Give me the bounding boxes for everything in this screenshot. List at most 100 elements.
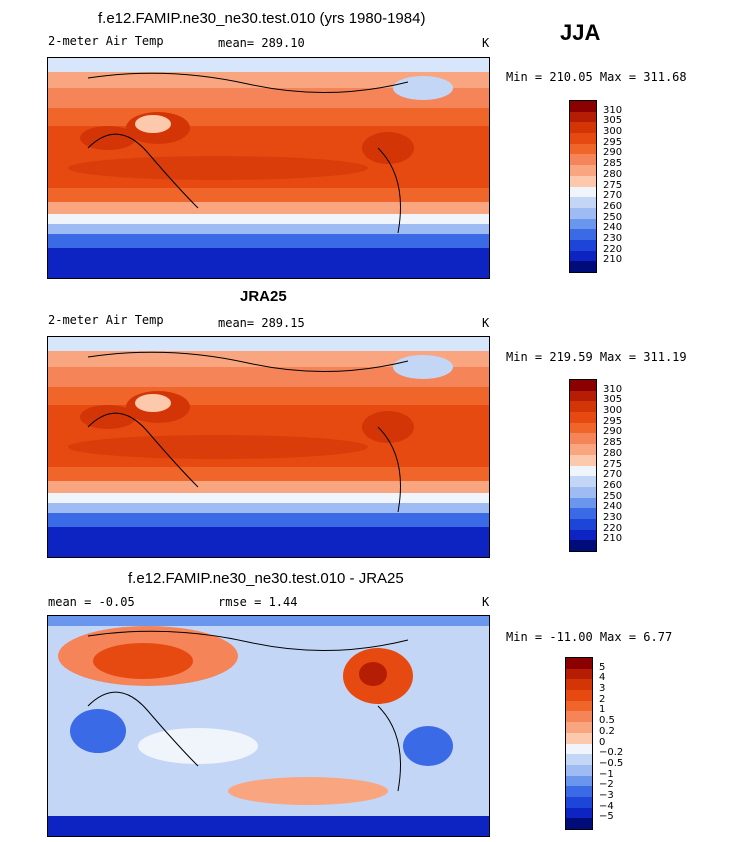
panel3-field: [48, 616, 489, 836]
colorbar-swatch: [566, 818, 592, 830]
panel3-minmax-label: Min = -11.00 Max = 6.77: [506, 630, 673, 644]
colorbar-tick-label: 2: [599, 693, 606, 705]
panel2-variable-label: 2-meter Air Temp: [48, 313, 164, 327]
colorbar-swatch: [570, 508, 596, 520]
colorbar-tick-label: 295: [603, 136, 623, 148]
colorbar-swatch: [570, 529, 596, 541]
panel1-minmax-label: Min = 210.05 Max = 311.68: [506, 70, 687, 84]
colorbar-tick-label: 290: [603, 426, 623, 438]
colorbar-swatch: [566, 668, 592, 680]
colorbar-swatch: [566, 754, 592, 766]
colorbar-tick-label: 305: [603, 394, 623, 406]
colorbar-tick-label: 220: [603, 243, 623, 255]
colorbar-swatch: [566, 786, 592, 798]
colorbar-swatch: [570, 380, 596, 391]
panel2-minmax-label: Min = 219.59 Max = 311.19: [506, 350, 687, 364]
colorbar-tick-label: 0.2: [599, 725, 615, 737]
colorbar-tick-label: 310: [603, 383, 623, 395]
colorbar-swatch: [570, 239, 596, 251]
colorbar-tick-label: 220: [603, 522, 623, 534]
colorbar-tick-label: 300: [603, 405, 623, 417]
colorbar-tick-label: 230: [603, 232, 623, 244]
colorbar-swatch: [570, 133, 596, 145]
colorbar-swatch: [570, 476, 596, 488]
colorbar-tick-label: 260: [603, 479, 623, 491]
colorbar-tick-label: 290: [603, 147, 623, 159]
panel1-mean-label: mean= 289.10: [218, 36, 305, 50]
colorbar-tick-label: 260: [603, 200, 623, 212]
colorbar-swatch: [570, 207, 596, 219]
colorbar-tick-label: −2: [599, 779, 614, 791]
colorbar-swatch: [570, 444, 596, 456]
colorbar-swatch: [570, 465, 596, 477]
colorbar-tick-label: 230: [603, 511, 623, 523]
colorbar-swatch: [570, 390, 596, 402]
panel3-colorbar: [565, 657, 593, 830]
colorbar-tick-label: 275: [603, 179, 623, 191]
panel1-field: [48, 58, 489, 278]
colorbar-swatch: [566, 796, 592, 808]
colorbar-tick-label: 250: [603, 211, 623, 223]
colorbar-swatch: [566, 722, 592, 734]
colorbar-tick-label: 4: [599, 672, 606, 684]
colorbar-swatch: [570, 261, 596, 273]
colorbar-swatch: [566, 743, 592, 755]
colorbar-swatch: [570, 175, 596, 187]
colorbar-swatch: [570, 122, 596, 134]
colorbar-tick-label: 300: [603, 126, 623, 138]
colorbar-tick-label: 270: [603, 190, 623, 202]
colorbar-tick-label: −3: [599, 789, 614, 801]
colorbar-swatch: [566, 711, 592, 723]
colorbar-tick-label: 210: [603, 254, 623, 266]
panel1-colorbar: [569, 100, 597, 273]
colorbar-swatch: [570, 518, 596, 530]
colorbar-tick-label: 3: [599, 683, 606, 695]
colorbar-swatch: [570, 422, 596, 434]
colorbar-swatch: [570, 401, 596, 413]
colorbar-swatch: [570, 143, 596, 155]
colorbar-swatch: [566, 690, 592, 702]
colorbar-tick-label: −0.5: [599, 757, 624, 769]
colorbar-tick-label: −4: [599, 800, 614, 812]
colorbar-tick-label: 280: [603, 168, 623, 180]
colorbar-swatch: [570, 250, 596, 262]
panel1-variable-label: 2-meter Air Temp: [48, 34, 164, 48]
panel1-units-label: K: [482, 36, 490, 50]
panel2-map: [47, 336, 490, 558]
colorbar-tick-label: −0.2: [599, 747, 624, 759]
colorbar-tick-label: 240: [603, 222, 623, 234]
colorbar-tick-label: 280: [603, 447, 623, 459]
colorbar-swatch: [570, 165, 596, 177]
colorbar-tick-label: 310: [603, 104, 623, 116]
colorbar-tick-label: 210: [603, 533, 623, 545]
colorbar-tick-label: 0.5: [599, 715, 615, 727]
panel2-title: JRA25: [240, 288, 287, 305]
colorbar-tick-label: 250: [603, 490, 623, 502]
colorbar-swatch: [566, 775, 592, 787]
colorbar-tick-label: 275: [603, 458, 623, 470]
colorbar-tick-label: 305: [603, 115, 623, 127]
panel2-units-label: K: [482, 316, 490, 330]
panel2-field: [48, 337, 489, 557]
colorbar-swatch: [570, 111, 596, 123]
panel3-map: [47, 615, 490, 837]
panel3-units-label: K: [482, 595, 490, 609]
colorbar-swatch: [570, 186, 596, 198]
colorbar-swatch: [570, 486, 596, 498]
colorbar-swatch: [570, 540, 596, 552]
colorbar-tick-label: 240: [603, 501, 623, 513]
colorbar-tick-label: 5: [599, 661, 606, 673]
colorbar-swatch: [570, 412, 596, 424]
colorbar-tick-label: 270: [603, 469, 623, 481]
colorbar-swatch: [566, 764, 592, 776]
colorbar-swatch: [570, 229, 596, 241]
panel2-mean-label: mean= 289.15: [218, 316, 305, 330]
colorbar-swatch: [570, 454, 596, 466]
colorbar-swatch: [566, 732, 592, 744]
colorbar-tick-label: 295: [603, 415, 623, 427]
colorbar-tick-label: 285: [603, 158, 623, 170]
colorbar-swatch: [566, 807, 592, 819]
colorbar-swatch: [566, 700, 592, 712]
colorbar-tick-label: 0: [599, 736, 606, 748]
colorbar-swatch: [566, 679, 592, 691]
